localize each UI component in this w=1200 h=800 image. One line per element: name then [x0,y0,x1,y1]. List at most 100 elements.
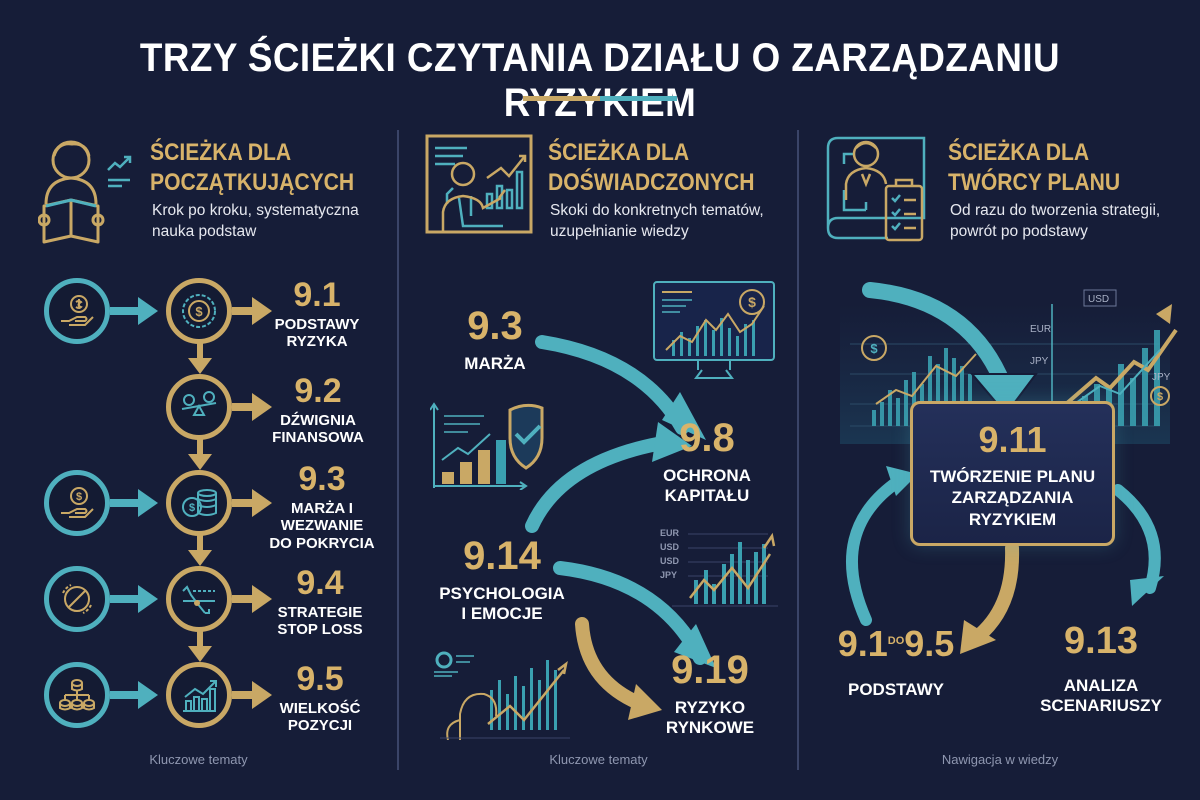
presenter-chart-icon [425,134,533,234]
svg-text:$: $ [748,294,756,310]
path-subtitle-line: nauka podstaw [152,223,257,240]
arrow-right-gold [232,489,272,517]
planner-clipboard-icon [824,134,934,242]
arrow-right-teal [110,489,158,517]
step-label: RYZYKA [286,333,348,351]
scenario-number: 9.13 [1064,620,1138,662]
hand-coin-icon [44,278,110,344]
node-9-8: 9.8 OCHRONA KAPITAŁU [652,418,762,505]
node-label: MARŻA [464,354,526,373]
path-title: ŚCIEŻKA DLA TWÓRCY PLANU [948,138,1120,198]
path-title: ŚCIEŻKA DLA DOŚWIADCZONYCH [548,138,754,198]
jump-arrows [525,335,716,720]
plan-flow-arrows [845,282,1164,654]
path-footer: Kluczowe tematy [549,752,648,767]
node-label: PSYCHOLOGIA [439,584,565,603]
scenario-label: SCENARIUSZY [1040,695,1162,715]
step-label: PODSTAWY [274,316,360,333]
coin-stack-icon: $ [166,470,232,536]
arrow-right-teal [110,585,158,613]
arrow-right-teal [110,681,158,709]
step-9-2: 9.2 DŹWIGNIA FINANSOWA [264,374,372,447]
node-label: I EMOCJE [461,603,543,623]
path-title-line: ŚCIEŻKA DLA [548,139,690,166]
path-title: ŚCIEŻKA DLA POCZĄTKUJĄCYCH [150,138,354,198]
path-subtitle: Krok po kroku, systematyczna nauka podst… [152,200,359,242]
node-label: OCHRONA [663,466,751,485]
plan-label: RYZYKIEM [968,509,1057,529]
underline-gold [523,96,600,101]
svg-text:$: $ [1157,391,1163,403]
path-footer: Kluczowe tematy [149,752,248,767]
basics-label: PODSTAWY [847,680,945,699]
svg-text:$: $ [189,502,195,514]
node-number: 9.3 [467,304,523,348]
path-subtitle: Skoki do konkretnych tematów, uzupełnian… [550,200,764,242]
column-divider [397,130,399,770]
step-label: WEZWANIE [280,517,364,535]
path-subtitle-line: Skoki do konkretnych tematów, [550,202,764,219]
chart-label-jpy: JPY [1030,356,1049,367]
chart-label-usd: USD [660,556,680,566]
step-number: 9.2 [294,372,342,410]
central-plan-node: 9.11 TWÓRZENIE PLANU ZARZĄDZANIA RYZYKIE… [910,401,1115,546]
plan-label: TWÓRZENIE PLANU [929,467,1096,486]
compass-icon [44,566,110,632]
basics-to: 9.5 [904,623,955,664]
chart-label-jpy: JPY [660,570,677,580]
node-basics: 9.1DO9.5 PODSTAWY [836,626,956,700]
path-title-line: POCZĄTKUJĄCYCH [150,169,355,196]
balance-scale-icon [166,374,232,440]
stop-loss-chart-icon [166,566,232,632]
fx-chart-illustration: EUR USD USD JPY [652,524,778,610]
column-divider [797,130,799,770]
svg-text:$: $ [195,304,203,319]
step-label: POZYCJI [287,717,353,735]
node-number: 9.19 [671,648,749,692]
step-label: DO POKRYCIA [269,534,375,552]
node-9-3: 9.3 MARŻA [448,306,542,374]
step-number: 9.1 [293,276,341,314]
database-tree-icon [44,662,110,728]
step-9-4: 9.4 STRATEGIE STOP LOSS [272,566,368,639]
chart-label-eur: EUR [1030,324,1051,335]
monitor-chart-illustration: $ [652,280,776,380]
title-underline [523,96,677,101]
shield-growth-illustration [430,400,560,490]
path-title-line: ŚCIEŻKA DLA [948,139,1090,166]
hand-coin-icon: $ [44,470,110,536]
node-number: 9.14 [463,534,541,578]
node-9-19: 9.19 RYZYKO RYNKOWE [660,650,760,737]
basics-connector: DO [887,635,905,647]
scenario-label: ANALIZA [1063,676,1139,695]
step-label: WIELKOŚĆ [279,700,361,717]
path-subtitle: Od razu do tworzenia strategii, powrót p… [950,200,1160,242]
step-label: MARŻA I [291,500,353,517]
step-number: 9.4 [296,564,344,602]
node-label: RYNKOWE [665,717,755,737]
path-title-line: DOŚWIADCZONYCH [548,169,755,196]
step-label: DŹWIGNIA [280,412,356,429]
path-title-line: ŚCIEŻKA DLA [150,139,292,166]
path-subtitle-line: Od razu do tworzenia strategii, [950,202,1161,219]
chart-label-usd: USD [660,542,680,552]
gear-dollar-icon: $ [166,278,232,344]
chart-label-jpy: JPY [1152,372,1171,383]
thinker-chart-illustration [430,640,580,740]
arrow-right-gold [232,297,272,325]
step-number: 9.5 [296,660,344,698]
step-9-3: 9.3 MARŻA I WEZWANIE DO POKRYCIA [266,462,378,552]
svg-text:$: $ [76,491,82,503]
node-number: 9.8 [679,416,735,460]
step-9-5: 9.5 WIELKOŚĆ POZYCJI [272,662,368,735]
node-label: RYZYKO [674,698,746,717]
step-label: FINANSOWA [272,429,364,447]
step-9-1: 9.1 PODSTAWY RYZYKA [272,278,362,351]
vertical-flow-arrows [188,340,212,662]
arrow-right-gold [232,681,272,709]
basics-from: 9.1 [837,623,888,664]
arrow-right-teal [110,297,158,325]
step-label: STOP LOSS [277,621,363,639]
plan-label: ZARZĄDZANIA [951,488,1074,508]
reader-book-icon [38,134,138,244]
